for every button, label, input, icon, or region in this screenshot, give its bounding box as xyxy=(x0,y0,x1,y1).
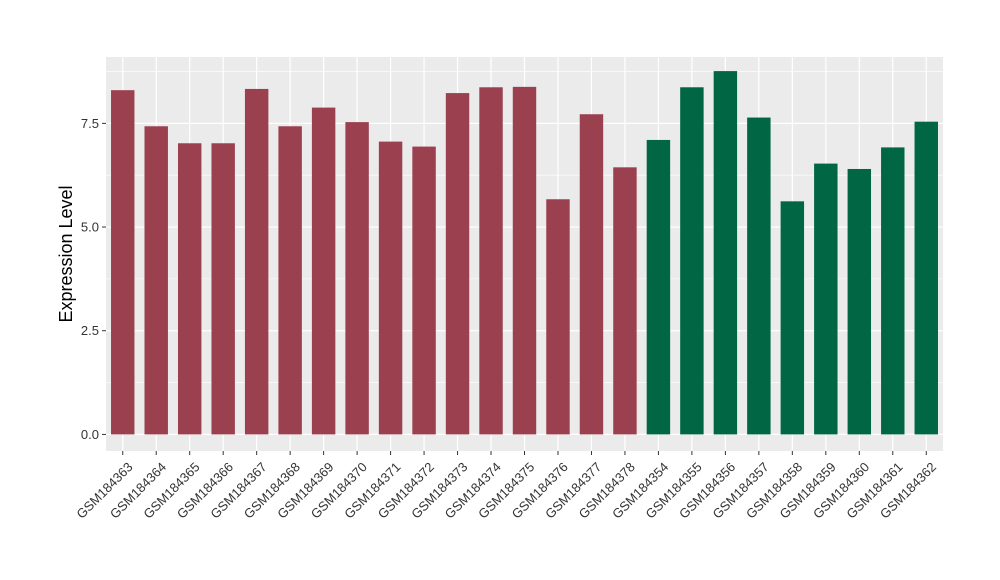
bar xyxy=(747,117,771,435)
y-axis: 0.0 2.5 5.0 7.5 xyxy=(81,116,106,442)
bar xyxy=(412,146,436,435)
bar xyxy=(680,87,704,435)
bar xyxy=(713,71,738,435)
bar xyxy=(479,87,503,435)
bar xyxy=(579,114,604,435)
bar xyxy=(646,139,671,435)
bar xyxy=(278,126,302,435)
bar xyxy=(780,201,805,435)
bar xyxy=(177,143,202,435)
bar xyxy=(378,141,403,435)
bars xyxy=(111,71,938,435)
bar xyxy=(144,126,168,435)
y-tick-label: 7.5 xyxy=(81,116,99,131)
y-tick-label: 5.0 xyxy=(81,220,99,235)
bar xyxy=(111,90,135,435)
bar xyxy=(445,93,470,435)
y-tick-label: 0.0 xyxy=(81,427,99,442)
bar xyxy=(244,88,269,435)
bar xyxy=(847,168,872,435)
bar xyxy=(512,86,537,435)
bar xyxy=(881,147,905,435)
bar xyxy=(814,163,838,435)
x-axis: GSM184363GSM184364GSM184365GSM184366GSM1… xyxy=(73,451,939,522)
bar xyxy=(345,122,369,435)
y-tick-label: 2.5 xyxy=(81,323,99,338)
bar xyxy=(211,143,235,435)
bar xyxy=(546,199,570,435)
bar xyxy=(613,167,637,435)
bar xyxy=(914,121,938,435)
bar xyxy=(311,107,336,435)
y-axis-title: Expression Level xyxy=(56,185,76,322)
